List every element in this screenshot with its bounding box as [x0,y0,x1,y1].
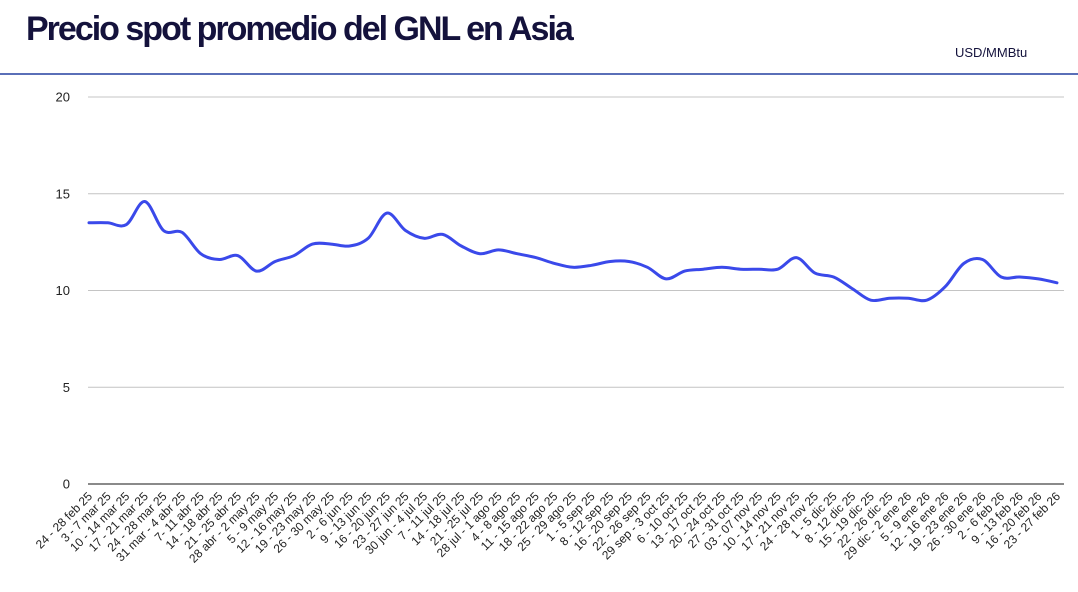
data-point [757,267,761,271]
data-point [1055,281,1059,285]
data-point [329,242,333,246]
data-point [366,236,370,240]
data-point [981,258,985,262]
data-point [106,221,110,225]
header-divider [0,73,1078,75]
y-tick-label: 10 [56,283,70,298]
data-point [348,244,352,248]
data-point [813,271,817,275]
data-point [478,252,482,256]
data-point [906,296,910,300]
data-point [925,298,929,302]
data-point [385,211,389,215]
data-point [441,232,445,236]
data-point [627,260,631,264]
data-point [701,267,705,271]
data-point [310,242,314,246]
data-point [292,254,296,258]
data-point [236,254,240,258]
y-tick-label: 0 [63,477,70,492]
unit-label: USD/MMBtu [955,45,1028,60]
data-point [124,223,128,227]
data-point [255,269,259,273]
data-point [832,275,836,279]
data-point [664,277,668,281]
data-point [720,265,724,269]
data-point [571,265,575,269]
data-point [794,256,798,260]
data-point [776,267,780,271]
data-point [273,260,277,264]
data-point [1018,275,1022,279]
data-point [608,260,612,264]
data-point [850,287,854,291]
data-point [515,252,519,256]
data-point [143,200,147,204]
data-point [87,221,91,225]
data-point [999,275,1003,279]
data-point [1036,277,1040,281]
data-point [459,244,463,248]
data-point [199,252,203,256]
data-point [180,230,184,234]
series-line [87,200,1059,303]
series-layer [87,200,1059,303]
data-point [162,229,166,233]
y-axis-ticks: 0 5 10 15 20 [56,90,70,492]
data-point [962,261,966,265]
data-point [683,269,687,273]
y-tick-label: 20 [56,90,70,105]
chart-title: Precio spot promedio del GNL en Asia [26,10,574,48]
data-point [552,261,556,265]
data-point [943,285,947,289]
data-point [404,229,408,233]
data-point [534,256,538,260]
data-point [217,258,221,262]
data-point [869,298,873,302]
data-point [646,265,650,269]
y-tick-label: 15 [56,186,70,201]
data-point [590,263,594,267]
data-point [739,267,743,271]
data-point [422,236,426,240]
data-point [888,296,892,300]
grid-lines [88,96,1064,485]
y-tick-label: 5 [63,380,70,395]
data-point [497,248,501,252]
